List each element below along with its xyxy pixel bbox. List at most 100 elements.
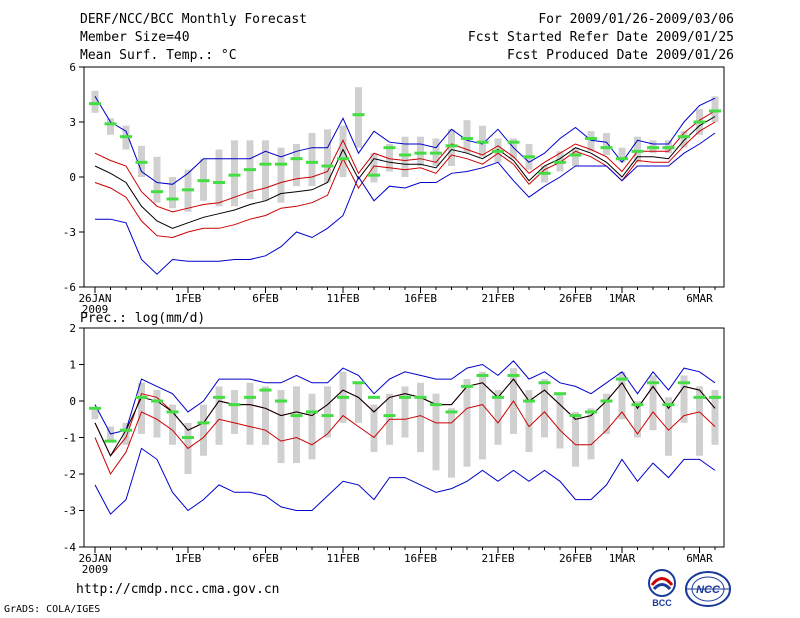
x-tick-label: 1MAR [609,552,636,565]
source-url[interactable]: http://cmdp.ncc.cma.gov.cn [76,582,280,597]
marker [461,137,473,140]
ensemble-bar [479,371,486,460]
marker [275,162,287,166]
ensemble-bar [324,129,331,183]
ensemble-bar [525,390,533,453]
marker [523,399,535,403]
series-line-mean [94,116,716,229]
ensemble-bar [215,149,223,207]
ensemble-bar [510,138,517,159]
ensemble-bar [587,131,595,152]
ensemble-bar [355,87,362,148]
ensemble-bar [618,371,626,420]
marker [120,428,132,432]
ensemble-bar [463,120,471,154]
ensemble-bar [308,393,316,460]
marker [538,171,551,175]
marker [166,197,179,201]
marker [337,395,349,399]
ensemble-bar [448,408,455,478]
ensemble-bar [169,177,176,209]
x-tick-label: 6FEB [252,292,279,305]
marker [461,384,473,388]
marker [244,168,256,172]
forecast-period: For 2009/01/26-2009/03/06 [538,12,734,27]
x-tick-label: 6MAR [686,292,713,305]
ensemble-bar [153,390,161,438]
ensemble-bar [324,386,331,438]
y-tick-label: -3 [63,505,76,518]
marker [120,135,132,139]
x-tick-label: 6FEB [252,552,279,565]
ensemble-bar [634,136,641,163]
marker [213,395,225,399]
marker [662,146,675,150]
ensemble-bar [448,129,455,166]
marker [430,151,442,155]
marker [476,140,489,144]
marker [445,144,458,148]
forecast-started-date: Fcst Started Refer Date 2009/01/25 [467,30,734,45]
ensemble-bar [572,147,579,166]
marker [228,403,241,407]
x-year-label: 2009 [82,563,109,576]
series-line-min [94,447,716,515]
x-tick-label: 1MAR [609,292,636,305]
ensemble-bar [339,125,347,177]
marker [585,410,597,414]
marker [678,381,690,385]
ensemble-bar [153,156,161,203]
marker [197,421,210,425]
ensemble-bar [556,393,564,449]
marker [352,381,365,385]
marker [151,399,163,403]
ensemble-bar [634,401,641,438]
series-line-mean [94,378,716,457]
x-tick-label: 1FEB [175,552,202,565]
marker [600,146,613,150]
series-line-max [94,360,716,435]
ensemble-bar [277,147,285,203]
marker [290,414,303,418]
ensemble-bar [370,153,378,183]
ensemble-bar [107,118,114,135]
forecast-produced-date: Fcst Produced Date 2009/01/26 [507,48,734,63]
ensemble-bar [401,386,409,438]
ensemble-bar [200,404,207,456]
ensemble-bar [680,375,688,423]
marker [228,173,241,177]
series-line-upper [94,110,716,213]
ensemble-bar [293,386,300,464]
marker [693,120,706,124]
y-tick-label: 3 [69,116,76,129]
panel-title: Prec.: log(mm/d) [80,311,205,326]
y-tick-label: -6 [63,281,76,294]
marker [492,149,504,153]
ensemble-bar [277,390,285,464]
ensemble-bar [618,147,626,163]
marker [631,403,644,407]
marker [476,373,489,377]
marker [275,399,287,403]
marker [709,395,721,399]
marker [399,153,411,157]
ensemble-bar [680,131,688,148]
marker [135,395,148,399]
marker [197,179,210,183]
marker [647,146,659,150]
ensemble-bar [711,390,719,445]
ensemble-bar [231,140,238,207]
ensemble-bar [262,386,269,445]
ensemble-bar [215,386,223,445]
ensemble-bar [494,390,502,445]
x-tick-label: 11FEB [326,292,359,305]
marker [507,373,520,377]
marker [569,153,582,157]
marker [352,113,365,117]
x-year-label: 2009 [82,303,109,316]
y-tick-label: 0 [69,395,76,408]
marker [554,392,566,396]
chart-panel-1: -6 -3 0 3 6 26JAN 1FEB 6FEB 11FEB 16FEB 21FEB 26FEB… [63,61,725,316]
ensemble-bar [417,136,424,166]
